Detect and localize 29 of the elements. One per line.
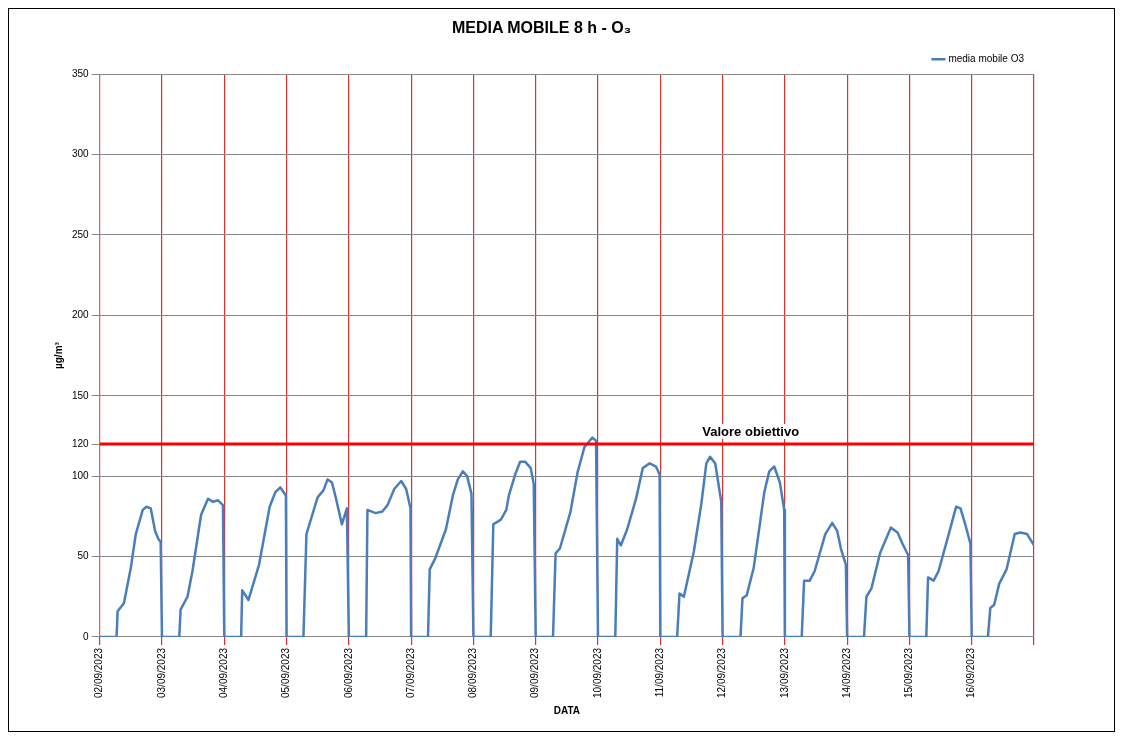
x-axis-title: DATA	[553, 704, 580, 716]
y-axis-title: µg/m³	[52, 341, 64, 370]
x-tick-label: 16/09/2023	[965, 647, 977, 699]
y-tick-label: 200	[72, 309, 90, 321]
x-tick-label: 15/09/2023	[903, 647, 915, 699]
y-tick-label: 250	[72, 228, 90, 240]
x-tick-label: 04/09/2023	[218, 647, 230, 699]
ref-line-label: Valore obiettivo	[702, 424, 800, 440]
x-tick-label: 13/09/2023	[778, 647, 790, 699]
x-tick-label: 05/09/2023	[280, 647, 292, 699]
y-tick-label: 300	[72, 148, 90, 160]
x-tick-label: 10/09/2023	[591, 647, 603, 699]
x-tick-label: 14/09/2023	[840, 647, 852, 699]
y-tick-label: 100	[72, 469, 90, 481]
y-tick-label: 120	[72, 437, 90, 449]
x-tick-label: 06/09/2023	[342, 647, 354, 699]
x-tick-label: 08/09/2023	[467, 647, 479, 699]
x-tick-label: 02/09/2023	[93, 647, 105, 699]
y-tick-label: 350	[72, 67, 90, 79]
x-tick-label: 12/09/2023	[716, 647, 728, 699]
x-tick-label: 09/09/2023	[529, 647, 541, 699]
x-tick-label: 07/09/2023	[404, 647, 416, 699]
x-tick-label: 11/09/2023	[654, 647, 666, 698]
x-tick-label: 03/09/2023	[155, 647, 167, 699]
legend-label: media mobile O3	[948, 52, 1025, 64]
chart-title: MEDIA MOBILE 8 h - O₃	[451, 19, 632, 37]
y-tick-label: 0	[83, 630, 90, 642]
y-tick-label: 50	[77, 550, 90, 562]
y-tick-label: 150	[72, 389, 90, 401]
